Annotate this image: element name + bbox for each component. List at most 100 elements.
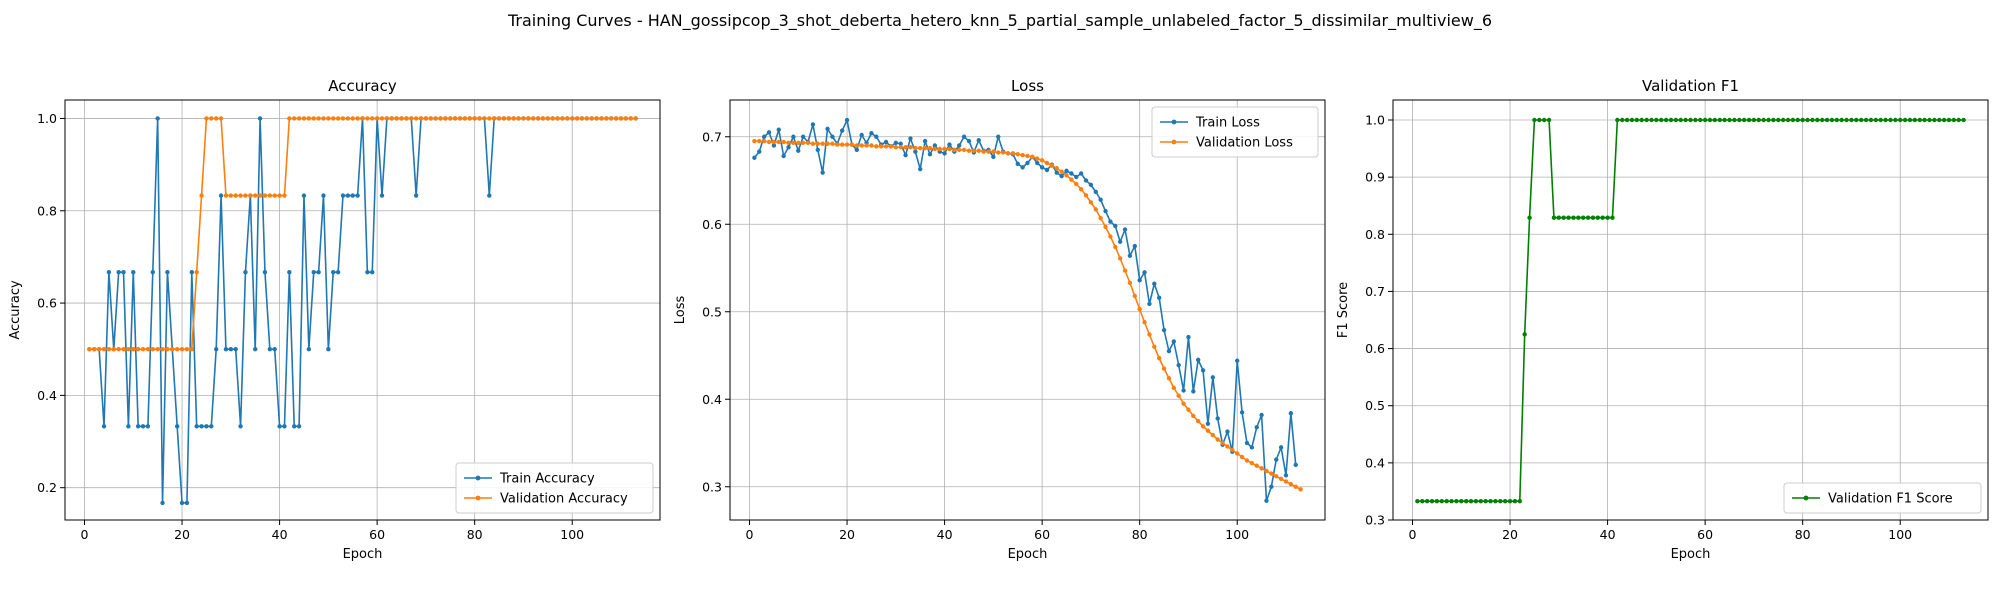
chart-1-train-accuracy-point xyxy=(335,269,341,275)
chart-1-validation-accuracy-point xyxy=(340,116,346,121)
chart-1-validation-accuracy-point xyxy=(462,116,468,121)
chart-2-validation-loss-point xyxy=(1152,344,1157,349)
chart-3-validation-f1-score-point xyxy=(1434,498,1440,504)
chart-2-validation-loss-point xyxy=(1093,207,1098,212)
chart-2-validation-loss-point xyxy=(854,143,860,148)
chart-2-validation-loss-point xyxy=(1264,468,1269,474)
chart-2-validation-loss-point xyxy=(1259,466,1264,471)
chart-3-title: Validation F1 xyxy=(1642,77,1739,95)
chart-1-validation-accuracy-point xyxy=(413,116,419,121)
chart-1-validation-accuracy-point xyxy=(467,116,472,121)
chart-1-validation-accuracy-point xyxy=(433,116,438,121)
chart-2-validation-loss-point xyxy=(1249,460,1255,466)
chart-2-validation-loss-point xyxy=(947,146,952,152)
chart-1-validation-accuracy-point xyxy=(545,116,551,121)
chart-3-validation-f1-score-point xyxy=(1605,215,1610,220)
chart-2-validation-loss-point xyxy=(1142,320,1147,325)
chart-2-validation-loss-point xyxy=(1035,156,1040,161)
chart-2-validation-loss-point xyxy=(1030,154,1035,160)
chart-2-validation-loss-point xyxy=(981,149,986,154)
chart-2-validation-loss-point xyxy=(786,140,791,146)
chart-1-validation-accuracy-point xyxy=(335,116,341,121)
chart-2-validation-loss-point xyxy=(1088,200,1094,205)
chart-1-validation-accuracy-point xyxy=(516,116,521,121)
chart-3-ytick-label: 0.6 xyxy=(1365,341,1385,356)
chart-3-validation-f1-score-point xyxy=(1663,117,1669,123)
chart-1-validation-accuracy-point xyxy=(204,116,209,121)
chart-1-validation-accuracy-point xyxy=(457,116,463,121)
chart-3-validation-f1-score-point xyxy=(1785,117,1791,123)
chart-1-train-accuracy-point xyxy=(165,269,170,275)
chart-1-validation-accuracy-point xyxy=(253,193,258,198)
chart-3-validation-f1-score-point xyxy=(1620,117,1625,123)
chart-2-train-loss-point xyxy=(1088,182,1094,188)
chart-2-validation-loss-point xyxy=(1254,463,1259,468)
chart-1-validation-accuracy-point xyxy=(306,116,312,121)
chart-1-validation-accuracy-point xyxy=(550,116,555,121)
chart-3-validation-f1-score-point xyxy=(1639,117,1644,123)
chart-2-series-validation-loss xyxy=(752,138,1303,492)
chart-1-validation-accuracy-point xyxy=(126,347,131,352)
chart-3-ytick-label: 0.8 xyxy=(1365,227,1385,242)
chart-2-validation-loss-point xyxy=(815,141,820,146)
chart-3-ytick-label: 0.5 xyxy=(1365,398,1385,413)
chart-2-ytick-label: 0.7 xyxy=(702,129,722,144)
chart-2-legend-marker-validation-loss xyxy=(1171,139,1177,145)
chart-1-panel: 0 20 40 60 80 100 0.2 0.4 0.6 0.8 1.0 Accuracy Epoch… xyxy=(8,77,661,562)
chart-1-validation-accuracy-point xyxy=(331,116,336,121)
chart-2-validation-loss-point xyxy=(1137,306,1142,312)
chart-1-train-accuracy-point xyxy=(272,347,277,352)
chart-1-validation-accuracy-point xyxy=(623,116,629,121)
chart-3-ytick-label: 0.7 xyxy=(1365,284,1385,299)
chart-2-train-loss-point xyxy=(1137,278,1142,283)
chart-3-validation-f1-score-point xyxy=(1795,117,1800,123)
chart-1-legend-box xyxy=(455,462,654,514)
chart-2-validation-loss-point xyxy=(1181,401,1186,406)
chart-2-validation-loss-point xyxy=(1025,153,1030,159)
chart-2-validation-loss-point xyxy=(932,146,938,152)
chart-2-train-loss-point xyxy=(1161,327,1167,333)
chart-3-validation-f1-score-point xyxy=(1868,117,1874,123)
chart-2-train-loss-point xyxy=(976,138,981,143)
chart-3-validation-f1-score-point xyxy=(1815,117,1820,123)
chart-1-train-accuracy-point xyxy=(223,347,229,352)
chart-2-validation-loss-point xyxy=(1069,177,1074,182)
chart-1-validation-accuracy-point xyxy=(389,116,394,121)
chart-2-validation-loss-point xyxy=(1283,479,1289,484)
chart-3-ytick-label: 0.4 xyxy=(1365,455,1385,470)
chart-2-validation-loss-point xyxy=(991,149,996,154)
chart-3-validation-f1-score-point xyxy=(1819,117,1825,123)
chart-2-validation-loss-point xyxy=(1269,471,1274,476)
chart-2-train-loss-point xyxy=(820,170,825,175)
chart-1-validation-accuracy-point xyxy=(350,116,355,121)
chart-2-validation-loss-point xyxy=(1156,355,1162,361)
chart-1-train-accuracy-point xyxy=(101,424,107,429)
chart-3-validation-f1-score-point xyxy=(1761,117,1766,123)
chart-1-ytick-label: 0.6 xyxy=(37,296,57,311)
chart-3-validation-f1-score-point xyxy=(1644,117,1649,123)
chart-1-train-accuracy-point xyxy=(116,269,121,275)
chart-2-train-loss-point xyxy=(1274,457,1279,462)
chart-1-train-accuracy-point xyxy=(238,424,243,429)
figure-suptitle: Training Curves - HAN_gossipcop_3_shot_d… xyxy=(507,11,1492,31)
chart-1-validation-accuracy-point xyxy=(399,116,404,121)
chart-3-validation-f1-score-point xyxy=(1498,498,1503,504)
chart-3-validation-f1-score-point xyxy=(1898,117,1903,123)
chart-2-validation-loss-point xyxy=(1000,150,1006,155)
chart-1-validation-accuracy-point xyxy=(628,116,633,121)
chart-2-validation-loss-point xyxy=(1049,163,1055,168)
chart-1-train-accuracy-point xyxy=(140,424,146,429)
chart-3-legend-label-validation-f1-score: Validation F1 Score xyxy=(1828,492,1953,507)
chart-2-validation-loss-point xyxy=(942,146,947,152)
chart-1-validation-accuracy-point xyxy=(111,347,116,352)
chart-2-train-loss-point xyxy=(932,143,938,148)
chart-2-validation-loss-point xyxy=(1074,181,1079,187)
chart-2-validation-loss-point xyxy=(776,139,781,145)
chart-3-xlabel: Epoch xyxy=(1671,547,1711,562)
chart-2-legend-label-train-loss: Train Loss xyxy=(1195,116,1260,131)
chart-1-validation-accuracy-point xyxy=(423,116,429,121)
chart-2-train-loss-point xyxy=(1239,410,1245,415)
chart-3-validation-f1-score-point xyxy=(1493,498,1498,504)
chart-3-validation-f1-score-point xyxy=(1576,215,1581,220)
chart-1-train-accuracy-point xyxy=(379,193,385,198)
